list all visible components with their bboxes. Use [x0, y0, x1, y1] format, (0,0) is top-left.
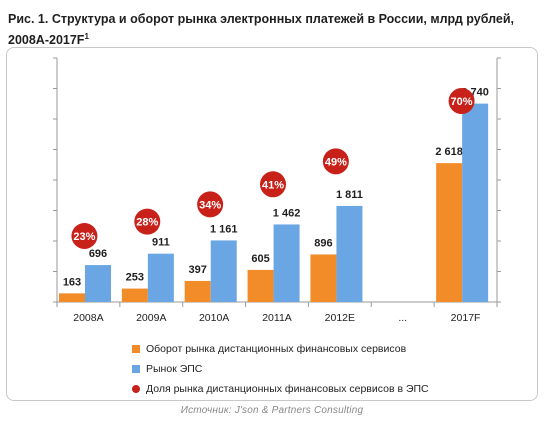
- bar-online-services: [310, 254, 337, 302]
- x-tick-label: ...: [398, 312, 407, 324]
- data-label-online-services: 253: [126, 272, 144, 284]
- data-label-online-services: 605: [251, 253, 269, 265]
- share-dot: [260, 171, 286, 198]
- chart-title-text: Рис. 1. Структура и оборот рынка электро…: [8, 12, 515, 47]
- chart-legend: Оборот рынка дистанционных финансовых се…: [132, 339, 429, 399]
- data-label-online-services: 397: [189, 264, 207, 276]
- data-label-eps-market: 1 462: [273, 207, 301, 219]
- bar-online-services: [436, 163, 463, 302]
- bar-eps-market: [210, 240, 237, 302]
- bar-eps-market: [147, 253, 174, 302]
- bar-online-services: [121, 288, 148, 302]
- data-label-online-services: 163: [63, 276, 81, 288]
- share-dot: [71, 222, 98, 249]
- bar-online-services: [59, 293, 85, 302]
- legend-label-online-services: Оборот рынка дистанционных финансовых се…: [146, 343, 407, 355]
- bar-eps-market: [462, 103, 489, 302]
- data-label-online-services: 2 618: [435, 146, 463, 158]
- legend-item-share: Доля рынка дистанционных финансовых серв…: [132, 379, 429, 399]
- share-dot: [322, 148, 349, 175]
- share-label: 70%: [451, 96, 473, 108]
- legend-label-share: Доля рынка дистанционных финансовых серв…: [146, 383, 429, 395]
- bar-online-services: [247, 269, 274, 302]
- x-tick-label: 2012E: [325, 312, 355, 324]
- x-tick-label: 2008A: [73, 312, 103, 324]
- bar-eps-market: [336, 205, 363, 302]
- share-label: 28%: [136, 217, 158, 229]
- x-tick-label: 2017F: [451, 312, 481, 324]
- legend-swatch-blue: [132, 365, 140, 373]
- chart-canvas: 2008A 163 696 23% 2009A 253 911 28% 2010A 397 1 16…: [53, 57, 501, 324]
- share-dot: [134, 208, 161, 235]
- source-note: Источник: J'son & Partners Consulting: [180, 405, 364, 416]
- data-label-eps-market: 1 811: [336, 189, 363, 201]
- chart-title: Рис. 1. Структура и оборот рынка электро…: [8, 10, 528, 49]
- data-label-eps-market: 1 161: [210, 223, 238, 235]
- data-label-eps-market: 696: [89, 248, 107, 260]
- data-label-online-services: 896: [314, 237, 332, 249]
- share-label: 34%: [199, 199, 221, 211]
- legend-swatch-red-dot: [132, 385, 140, 393]
- data-label-eps-market: 911: [152, 237, 170, 249]
- legend-item-eps-market: Рынок ЭПС: [132, 359, 429, 379]
- x-tick-label: 2010A: [199, 312, 229, 324]
- x-tick-label: 2011A: [262, 312, 292, 324]
- bar-eps-market: [273, 224, 300, 302]
- legend-swatch-orange: [132, 345, 140, 353]
- legend-item-online-services: Оборот рынка дистанционных финансовых се…: [132, 339, 429, 359]
- title-footnote: 1: [84, 32, 89, 41]
- chart-panel: 2008A 163 696 23% 2009A 253 911 28% 2010A 397 1 16…: [6, 47, 538, 401]
- x-tick-label: 2009A: [136, 312, 166, 324]
- share-label: 23%: [73, 231, 95, 243]
- share-dot: [197, 191, 224, 218]
- legend-label-eps-market: Рынок ЭПС: [146, 363, 203, 375]
- bar-eps-market: [85, 265, 111, 302]
- share-dot: [448, 88, 475, 115]
- share-label: 49%: [325, 156, 347, 168]
- bar-online-services: [184, 280, 211, 302]
- share-label: 41%: [262, 179, 284, 191]
